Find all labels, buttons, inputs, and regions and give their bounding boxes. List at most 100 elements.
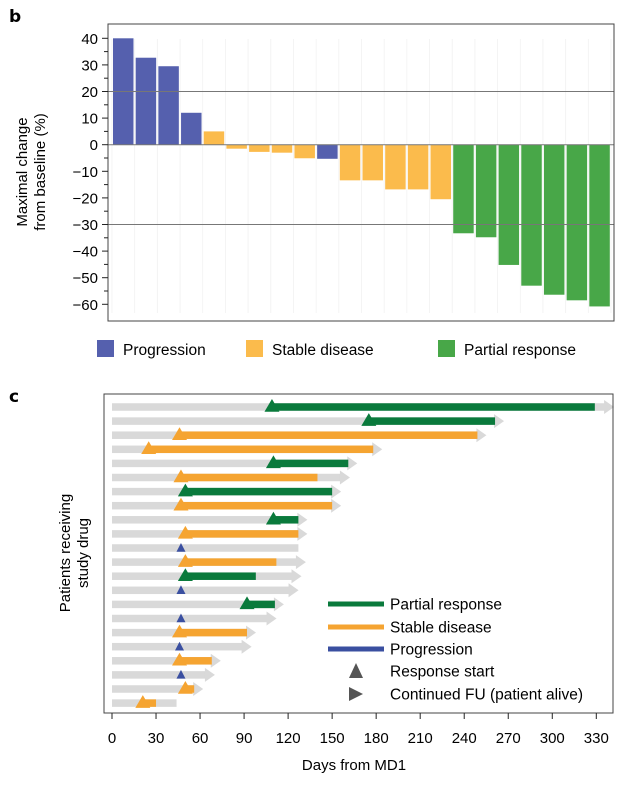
- x-tick-label: 240: [452, 730, 477, 747]
- y-tick-label: 0: [90, 137, 98, 154]
- patient-row: [112, 667, 215, 682]
- bar-6: [226, 144, 247, 149]
- panel-c-plot-frame: [103, 393, 614, 714]
- legend-swatch-partial-response: [438, 340, 455, 357]
- y-tick-label: −20: [73, 190, 98, 207]
- response-start-marker: [176, 669, 186, 679]
- response-start-marker: [176, 585, 186, 595]
- continued-fu-arrow: [297, 512, 308, 527]
- panel-c-x-label: Days from MD1: [302, 757, 406, 774]
- response-start-marker: [177, 525, 193, 539]
- legend-label: Partial response: [390, 597, 502, 614]
- patient-row: [112, 681, 204, 696]
- panel-b-y-label-line2: from baseline (%): [32, 113, 49, 231]
- patient-row: [112, 639, 252, 654]
- continued-fu-arrow: [295, 555, 306, 570]
- patient-row: [112, 469, 350, 485]
- followup-bar: [112, 586, 290, 595]
- panel-b-legend: Progression Stable disease Partial respons…: [97, 340, 576, 359]
- followup-bar: [112, 516, 299, 524]
- continued-fu-arrow: [288, 583, 299, 598]
- bar-3: [158, 66, 179, 145]
- x-tick-label: 180: [364, 730, 389, 747]
- response-bar: [185, 558, 277, 566]
- response-bar: [142, 699, 157, 707]
- y-tick-label: 30: [81, 57, 98, 74]
- panel-b-gridlines: [111, 39, 612, 313]
- response-bar: [185, 572, 256, 580]
- panel-c-y-label-line1: Patients receiving: [57, 494, 74, 612]
- response-bar: [185, 530, 299, 538]
- legend-line-stable-disease: [328, 624, 384, 630]
- response-start-marker: [135, 695, 151, 708]
- followup-bar: [112, 544, 299, 552]
- bar-17: [475, 144, 497, 238]
- y-tick-label: −30: [73, 217, 98, 234]
- continued-fu-arrow: [266, 611, 277, 626]
- panel-b-reference-lines: [108, 91, 614, 225]
- x-tick-label: 150: [320, 730, 345, 747]
- panel-b-y-label-line1: Maximal change: [14, 117, 31, 226]
- response-start-marker: [172, 624, 188, 638]
- continued-fu-arrow: [331, 484, 342, 499]
- continued-fu-arrow: [291, 569, 302, 584]
- response-bar: [273, 516, 299, 524]
- response-start-marker: [172, 652, 188, 666]
- panel-c-rows: [112, 399, 615, 708]
- response-start-marker: [177, 568, 193, 581]
- x-tick-label: 90: [236, 730, 253, 747]
- response-start-marker: [177, 554, 193, 567]
- panel-b-letter: b: [9, 7, 21, 27]
- bar-8: [271, 144, 293, 153]
- response-start-marker: [176, 613, 186, 623]
- response-start-marker: [173, 469, 189, 483]
- response-bar: [179, 431, 478, 439]
- y-tick-label: −40: [73, 244, 98, 261]
- continued-fu-arrow: [476, 428, 487, 443]
- bar-4: [181, 112, 202, 145]
- legend-label: Continued FU (patient alive): [390, 687, 583, 704]
- x-tick-label: 330: [584, 730, 609, 747]
- followup-bar: [112, 600, 275, 609]
- x-tick-label: 120: [276, 730, 301, 747]
- response-start-marker: [177, 681, 193, 694]
- bar-2: [135, 57, 157, 145]
- legend-label: Progression: [390, 642, 473, 659]
- panel-b-bars: [113, 38, 610, 307]
- legend-swatch-stable-disease: [246, 340, 263, 357]
- patient-row: [112, 497, 342, 513]
- continued-fu-arrow: [331, 498, 342, 513]
- panel-c-swimmer-plot: c 0 30 60 90 120 150 180 210 240 270 300 330 Days f…: [9, 387, 615, 774]
- response-bar: [271, 403, 595, 411]
- patient-row: [112, 543, 299, 552]
- response-bar: [185, 487, 333, 496]
- response-bar: [179, 628, 248, 637]
- response-start-marker: [361, 413, 377, 426]
- bar-19: [521, 144, 542, 286]
- y-tick-label: 40: [81, 31, 98, 48]
- bar-15: [430, 144, 452, 200]
- response-start-marker: [175, 641, 185, 651]
- bar-21: [566, 144, 588, 301]
- legend-continued-fu-icon: [349, 687, 363, 701]
- x-tick-label: 300: [540, 730, 565, 747]
- panel-b-plot-frame: [107, 23, 615, 322]
- continued-fu-arrow: [494, 414, 505, 429]
- panel-c-letter: c: [9, 387, 19, 407]
- response-start-marker: [264, 399, 280, 412]
- bar-11: [339, 144, 361, 181]
- patient-row: [112, 399, 615, 414]
- continued-fu-arrow: [193, 682, 204, 696]
- panel-b-waterfall-chart: b 40 30 20 10 0 −10 −20 −30 −40 −50 −60 Maximal ch…: [9, 7, 615, 359]
- followup-bar: [112, 671, 206, 679]
- bar-10: [317, 144, 338, 159]
- bar-16: [453, 144, 474, 234]
- response-start-marker: [239, 596, 255, 610]
- x-tick-label: 0: [108, 730, 116, 747]
- patient-row: [112, 652, 221, 668]
- patient-row: [112, 525, 308, 541]
- patient-row: [112, 596, 284, 612]
- continued-fu-arrow: [246, 625, 257, 640]
- x-tick-label: 210: [408, 730, 433, 747]
